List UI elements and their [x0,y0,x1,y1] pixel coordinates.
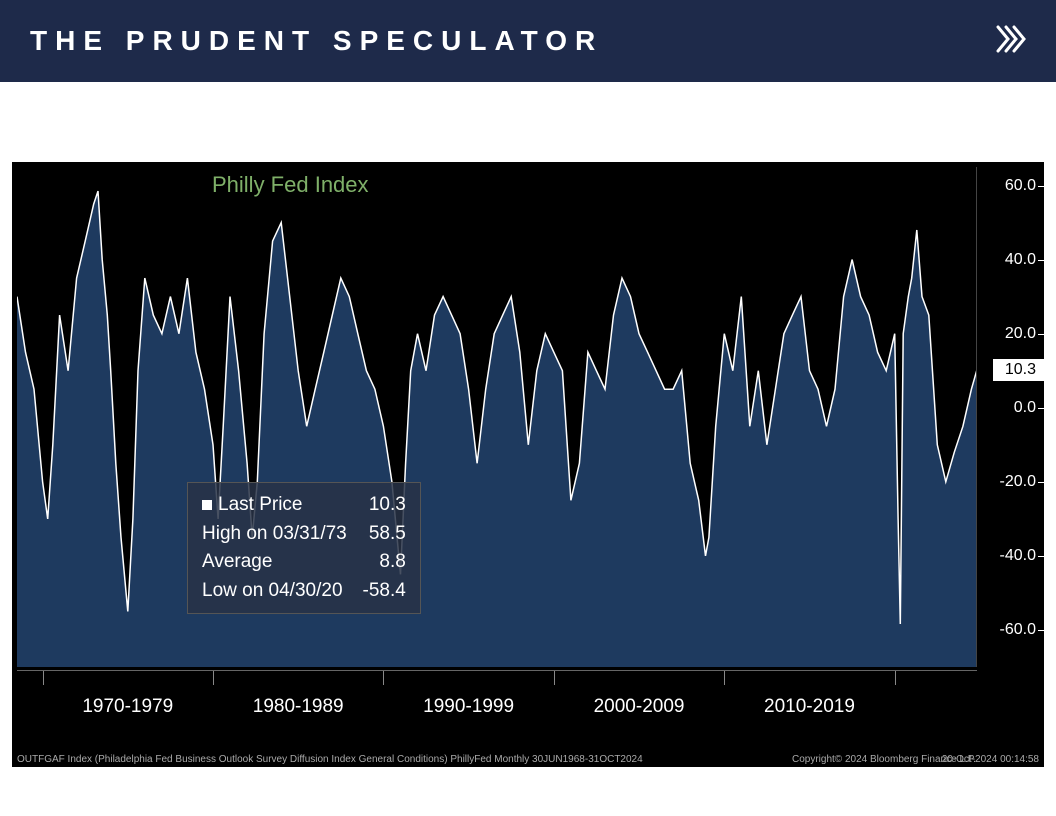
plot-border [17,167,977,667]
info-row: High on 03/31/7358.5 [202,520,406,549]
y-axis: -60.0 -40.0 -20.0 0.0 20.0 40.0 60.0 [982,167,1044,667]
y-tick-label: -60.0 [1000,621,1036,639]
y-tick-label: 60.0 [1005,177,1036,195]
x-decade-label: 2000-2009 [594,696,685,718]
footer-timestamp: 20-Oct-2024 00:14:58 [942,754,1039,765]
x-axis: 1970-1979 1980-1989 1990-1999 2000-2009 2010… [17,671,977,731]
info-row: Last Price10.3 [202,491,406,520]
header: THE PRUDENT SPECULATOR [0,0,1056,82]
y-tick-label: -20.0 [1000,473,1036,491]
x-decade-label: 2010-2019 [764,696,855,718]
current-value-indicator: 10.3 [993,359,1044,381]
chart-container: Philly Fed Index -60.0 -40.0 -20.0 0.0 20.0 4… [12,162,1044,767]
y-tick-label: 40.0 [1005,251,1036,269]
x-decade-label: 1990-1999 [423,696,514,718]
x-decade-label: 1980-1989 [253,696,344,718]
y-tick-label: -40.0 [1000,547,1036,565]
brand-title: THE PRUDENT SPECULATOR [30,25,603,57]
footer-source: OUTFGAF Index (Philadelphia Fed Business… [17,754,643,765]
chart-title: Philly Fed Index [212,172,369,198]
y-tick-label: 0.0 [1014,399,1036,417]
info-row: Low on 04/30/20-58.4 [202,577,406,606]
info-row: Average8.8 [202,548,406,577]
brand-logo-icon [994,23,1026,60]
y-tick-label: 20.0 [1005,325,1036,343]
info-box: Last Price10.3High on 03/31/7358.5Averag… [187,482,421,614]
chart-outer-container: Philly Fed Index -60.0 -40.0 -20.0 0.0 20.0 4… [0,82,1056,767]
x-decade-label: 1970-1979 [82,696,173,718]
